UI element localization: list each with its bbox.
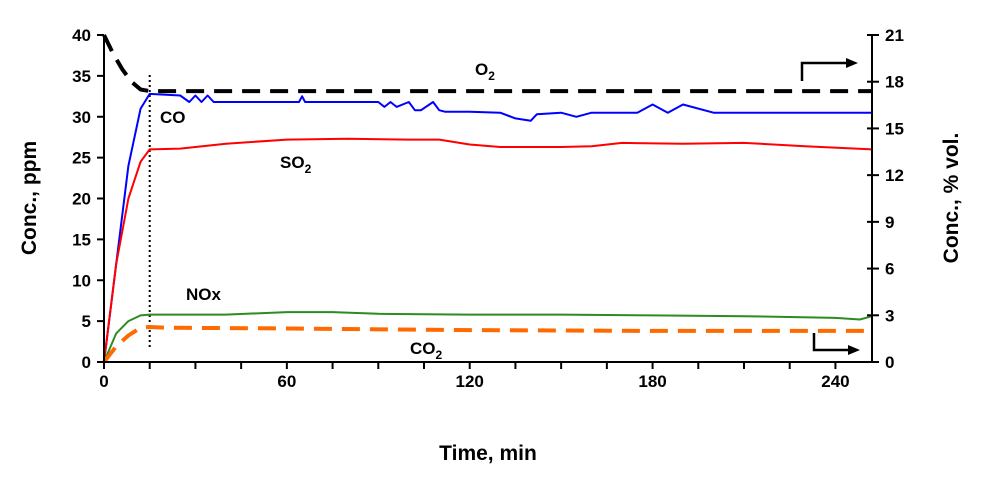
series-label-nox: NOx <box>186 285 222 304</box>
series-label-so2: SO2 <box>280 153 312 176</box>
y-tick-label: 20 <box>72 190 91 209</box>
y2-tick-label: 15 <box>885 119 904 138</box>
y-tick-label: 15 <box>72 230 91 249</box>
series-line-nox <box>103 311 873 363</box>
y2-tick-label: 18 <box>885 73 904 92</box>
y-tick-label: 0 <box>82 353 91 372</box>
y2-tick-label: 0 <box>885 353 894 372</box>
y2-tick-label: 3 <box>885 306 894 325</box>
series-line-co <box>103 92 872 363</box>
y-tick-label: 10 <box>72 271 91 290</box>
y-tick-label: 5 <box>82 312 91 331</box>
right-axis-arrow-icon <box>812 333 860 355</box>
x-axis-label: Time, min <box>439 442 537 465</box>
y-tick-label: 40 <box>72 26 91 45</box>
plot-lines <box>102 34 873 364</box>
y-tick-label: 30 <box>72 108 91 127</box>
y2-tick-label: 21 <box>885 26 904 45</box>
right-axis-arrow-icon <box>800 58 858 81</box>
y2-axis-label: Conc., % vol. <box>940 133 963 264</box>
y-axis-label: Conc., ppm <box>18 141 41 255</box>
x-tick-label: 60 <box>277 372 296 391</box>
y2-tick-label: 12 <box>885 166 904 185</box>
x-tick-label: 120 <box>456 372 484 391</box>
series-line-so2 <box>103 137 873 363</box>
y-tick-label: 35 <box>72 67 91 86</box>
series-line-co2 <box>102 325 872 364</box>
series-label-co2: CO2 <box>410 339 443 362</box>
series-label-o2: O2 <box>475 60 495 83</box>
y2-tick-label: 6 <box>885 260 894 279</box>
axes: 0 60 120 180 240 0 5 10 15 20 25 30 35 40 0 3 6 9 12 15 18 21 <box>72 26 904 391</box>
x-tick-label: 180 <box>638 372 666 391</box>
x-tick-label: 240 <box>821 372 849 391</box>
y-tick-label: 25 <box>72 149 91 168</box>
y2-tick-label: 9 <box>885 213 894 232</box>
series-label-co: CO <box>160 108 186 127</box>
x-tick-label: 0 <box>99 372 108 391</box>
